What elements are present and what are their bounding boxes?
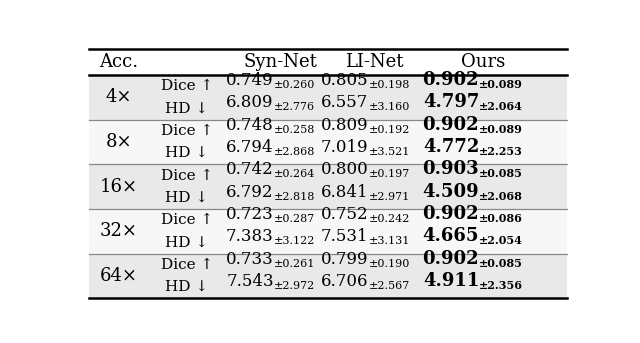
Text: HD ↓: HD ↓ [165,236,209,249]
Text: ±3.131: ±3.131 [368,236,410,246]
Text: 4.509: 4.509 [422,183,479,201]
Text: Dice ↑: Dice ↑ [161,213,213,227]
Text: ±2.253: ±2.253 [479,146,523,157]
Text: HD ↓: HD ↓ [165,191,209,205]
Text: ±0.197: ±0.197 [368,169,410,179]
Text: 0.742: 0.742 [226,161,274,178]
Text: ±3.521: ±3.521 [368,147,410,157]
Text: ±2.868: ±2.868 [274,147,315,157]
Text: HD ↓: HD ↓ [165,146,209,160]
Text: 6.809: 6.809 [227,94,274,111]
Text: LI-Net: LI-Net [345,53,404,71]
Text: 32×: 32× [100,222,138,240]
Text: 4.665: 4.665 [422,227,479,245]
Bar [90,75,566,120]
Text: ±2.356: ±2.356 [479,280,523,291]
Text: ±0.085: ±0.085 [479,258,523,269]
Text: ±0.264: ±0.264 [274,169,315,179]
Text: ±0.287: ±0.287 [274,214,315,224]
Text: Dice ↑: Dice ↑ [161,79,213,93]
Text: 7.383: 7.383 [226,228,274,245]
Text: 6.792: 6.792 [227,184,274,201]
Text: 0.733: 0.733 [226,251,274,268]
Text: Dice ↑: Dice ↑ [161,168,213,182]
Text: ±2.776: ±2.776 [274,103,315,113]
Text: 0.749: 0.749 [226,72,274,89]
Text: Dice ↑: Dice ↑ [161,124,213,138]
Text: 0.752: 0.752 [321,206,368,223]
Text: 0.902: 0.902 [422,116,479,134]
Text: ±0.242: ±0.242 [368,214,410,224]
Text: 6.794: 6.794 [227,139,274,156]
Text: ±3.122: ±3.122 [274,236,315,246]
Text: 64×: 64× [100,267,138,285]
Text: Ours: Ours [461,53,505,71]
Bar [90,254,566,298]
Text: 0.902: 0.902 [422,250,479,268]
Text: 4.772: 4.772 [423,138,479,156]
Text: ±2.068: ±2.068 [479,191,523,202]
Text: Syn-Net: Syn-Net [243,53,317,71]
Text: ±2.972: ±2.972 [274,281,315,291]
Text: 4.911: 4.911 [423,272,479,290]
Text: 7.543: 7.543 [226,273,274,290]
Text: ±0.261: ±0.261 [274,259,315,269]
Text: 0.809: 0.809 [321,117,368,134]
Text: ±2.971: ±2.971 [368,192,410,202]
Bar [90,120,566,164]
Text: HD ↓: HD ↓ [165,280,209,294]
Bar [90,164,566,209]
Text: ±2.064: ±2.064 [479,102,523,113]
Text: 0.902: 0.902 [422,71,479,89]
Text: ±0.089: ±0.089 [479,79,523,90]
Text: 4.797: 4.797 [423,93,479,111]
Bar [90,49,566,75]
Text: ±2.054: ±2.054 [479,235,523,246]
Text: 6.706: 6.706 [321,273,368,290]
Text: Acc.: Acc. [99,53,138,71]
Text: 0.902: 0.902 [422,205,479,223]
Text: ±0.260: ±0.260 [274,80,315,90]
Text: 0.799: 0.799 [321,251,368,268]
Text: 7.019: 7.019 [321,139,368,156]
Text: ±2.567: ±2.567 [368,281,410,291]
Text: 8×: 8× [106,133,132,151]
Text: ±2.818: ±2.818 [274,192,315,202]
Text: 6.841: 6.841 [321,184,368,201]
Text: 0.805: 0.805 [321,72,368,89]
Text: ±0.198: ±0.198 [368,80,410,90]
Text: ±0.086: ±0.086 [479,213,523,224]
Text: ±0.258: ±0.258 [274,125,315,135]
Text: ±0.192: ±0.192 [368,125,410,135]
Text: 0.903: 0.903 [422,161,479,178]
Text: ±0.085: ±0.085 [479,168,523,179]
Text: 0.800: 0.800 [321,161,368,178]
Text: Dice ↑: Dice ↑ [161,258,213,272]
Text: 0.748: 0.748 [226,117,274,134]
Text: HD ↓: HD ↓ [165,102,209,116]
Text: 4×: 4× [106,88,132,106]
Text: ±3.160: ±3.160 [368,103,410,113]
Text: 6.557: 6.557 [321,94,368,111]
Bar [90,209,566,254]
Text: ±0.190: ±0.190 [368,259,410,269]
Text: 16×: 16× [100,178,138,196]
Text: 7.531: 7.531 [321,228,368,245]
Text: 0.723: 0.723 [226,206,274,223]
Text: ±0.089: ±0.089 [479,124,523,135]
